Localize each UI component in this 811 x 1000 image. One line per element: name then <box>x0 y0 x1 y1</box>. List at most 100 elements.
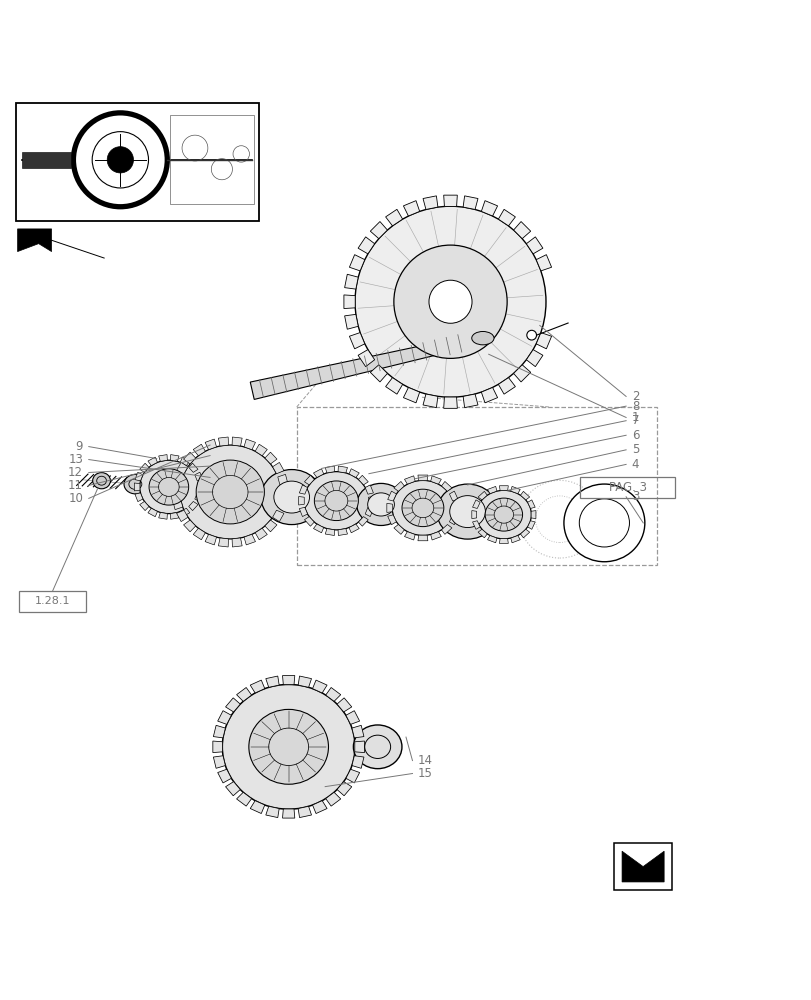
Polygon shape <box>18 229 51 252</box>
Polygon shape <box>173 499 182 510</box>
Polygon shape <box>487 486 496 494</box>
Ellipse shape <box>139 460 198 514</box>
Polygon shape <box>272 462 284 474</box>
Polygon shape <box>232 437 242 446</box>
Polygon shape <box>236 792 251 806</box>
Ellipse shape <box>158 477 179 496</box>
Polygon shape <box>205 534 217 545</box>
Polygon shape <box>453 503 458 512</box>
Polygon shape <box>299 507 307 517</box>
Polygon shape <box>299 485 307 494</box>
Ellipse shape <box>367 493 394 516</box>
Polygon shape <box>441 481 452 491</box>
Ellipse shape <box>353 725 401 769</box>
Ellipse shape <box>149 469 188 505</box>
Polygon shape <box>358 350 374 367</box>
Polygon shape <box>264 520 277 532</box>
Polygon shape <box>325 792 341 806</box>
Polygon shape <box>499 539 508 543</box>
Polygon shape <box>351 725 363 738</box>
Polygon shape <box>527 521 534 529</box>
Polygon shape <box>423 196 437 209</box>
Ellipse shape <box>484 498 522 531</box>
Polygon shape <box>255 444 267 456</box>
Polygon shape <box>526 237 543 254</box>
Polygon shape <box>403 387 419 403</box>
Bar <box>579 477 675 498</box>
Polygon shape <box>404 532 414 540</box>
Polygon shape <box>443 195 457 206</box>
Polygon shape <box>312 680 327 693</box>
Polygon shape <box>478 529 487 538</box>
Polygon shape <box>236 687 251 701</box>
Polygon shape <box>170 512 178 519</box>
Polygon shape <box>180 457 190 466</box>
Polygon shape <box>193 444 205 456</box>
Polygon shape <box>148 457 157 466</box>
Polygon shape <box>217 769 231 783</box>
Polygon shape <box>139 501 148 511</box>
Polygon shape <box>530 511 535 519</box>
Polygon shape <box>441 525 452 534</box>
Circle shape <box>107 147 133 173</box>
Ellipse shape <box>268 728 308 766</box>
Ellipse shape <box>260 470 322 525</box>
Ellipse shape <box>471 331 493 345</box>
Polygon shape <box>337 466 347 473</box>
Polygon shape <box>510 536 520 543</box>
Polygon shape <box>351 756 363 768</box>
Polygon shape <box>349 333 364 349</box>
Polygon shape <box>244 439 255 450</box>
Ellipse shape <box>449 496 485 528</box>
Ellipse shape <box>314 481 358 521</box>
Polygon shape <box>358 475 368 485</box>
Polygon shape <box>443 397 457 408</box>
Polygon shape <box>418 535 427 541</box>
Text: 4: 4 <box>631 458 638 471</box>
Polygon shape <box>404 476 414 484</box>
Ellipse shape <box>578 499 629 547</box>
Polygon shape <box>225 698 240 712</box>
Polygon shape <box>520 529 529 538</box>
Polygon shape <box>510 486 520 494</box>
Ellipse shape <box>248 709 328 784</box>
Polygon shape <box>250 333 483 399</box>
Polygon shape <box>298 497 304 505</box>
Polygon shape <box>304 475 314 485</box>
Polygon shape <box>250 801 264 814</box>
Circle shape <box>92 132 148 188</box>
Polygon shape <box>158 455 167 461</box>
Polygon shape <box>250 680 264 693</box>
Ellipse shape <box>303 472 368 530</box>
Polygon shape <box>183 452 195 464</box>
Polygon shape <box>325 687 341 701</box>
Polygon shape <box>345 711 359 724</box>
Circle shape <box>393 245 507 358</box>
Polygon shape <box>449 491 457 501</box>
Polygon shape <box>365 485 373 494</box>
Text: 15: 15 <box>418 767 432 780</box>
Ellipse shape <box>196 460 264 524</box>
Bar <box>613 843 672 890</box>
Polygon shape <box>535 333 551 349</box>
Circle shape <box>428 280 471 323</box>
Polygon shape <box>337 698 351 712</box>
Ellipse shape <box>411 498 433 518</box>
Polygon shape <box>218 538 228 547</box>
Polygon shape <box>176 462 188 474</box>
Polygon shape <box>370 222 387 239</box>
Polygon shape <box>337 782 351 796</box>
Text: 10: 10 <box>68 492 83 505</box>
Polygon shape <box>188 463 198 472</box>
Text: 12: 12 <box>68 466 83 479</box>
Polygon shape <box>212 741 222 753</box>
Polygon shape <box>535 255 551 271</box>
Polygon shape <box>423 394 437 408</box>
Polygon shape <box>472 500 479 508</box>
Polygon shape <box>264 452 277 464</box>
Polygon shape <box>325 529 334 536</box>
Text: 13: 13 <box>68 453 83 466</box>
Polygon shape <box>158 512 167 519</box>
Polygon shape <box>387 515 396 525</box>
Polygon shape <box>418 475 427 481</box>
